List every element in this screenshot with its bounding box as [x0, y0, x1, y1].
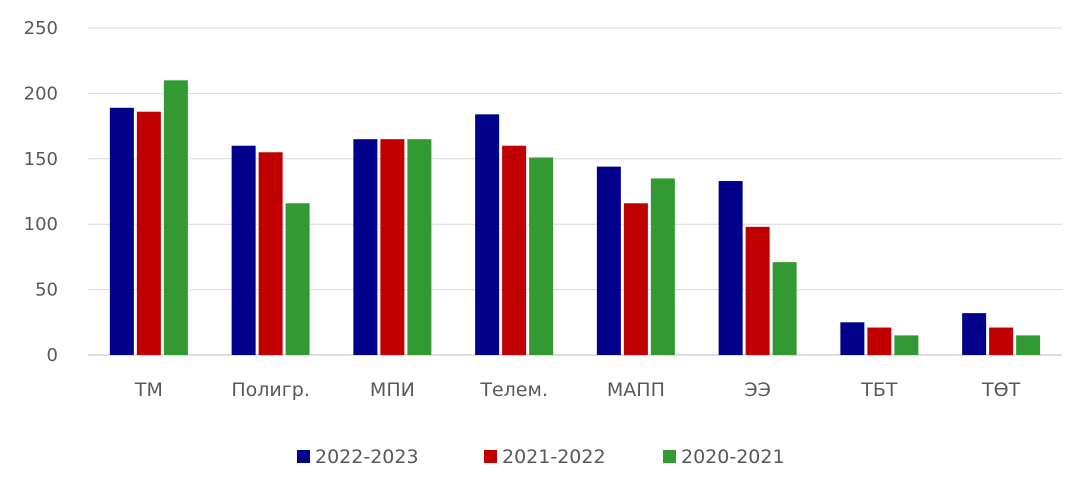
bar-2022-2023-Телем.	[475, 114, 500, 355]
bar-2021-2022-ТБТ	[867, 327, 892, 355]
legend-swatch	[297, 450, 310, 463]
y-axis: 0 50 100 150 200 250	[24, 18, 58, 366]
y-tick-label: 0	[47, 345, 58, 366]
bar-2021-2022-ТМ	[136, 111, 161, 355]
x-tick-label: ТБТ	[860, 379, 898, 401]
x-tick-label: ТМ	[134, 379, 163, 401]
bar-2021-2022-МПИ	[380, 139, 405, 355]
legend: 2022-2023 2021-2022 2020-2021	[297, 446, 785, 468]
bars	[109, 80, 1041, 356]
x-axis: ТМ Полигр. МПИ Телем. МАПП ЭЭ ТБТ ТӨТ	[134, 379, 1021, 401]
x-tick-label: ТӨТ	[981, 379, 1021, 401]
bar-2021-2022-Полигр.	[258, 152, 283, 355]
y-tick-label: 150	[24, 149, 58, 170]
x-tick-label: Телем.	[479, 379, 548, 401]
bar-2020-2021-ТБТ	[894, 335, 919, 355]
legend-label: 2022-2023	[315, 446, 419, 468]
x-tick-label: ЭЭ	[744, 379, 771, 401]
x-tick-label: МПИ	[370, 379, 415, 401]
y-tick-label: 50	[35, 280, 58, 301]
y-tick-label: 250	[24, 18, 58, 39]
bar-2020-2021-МАПП	[650, 178, 675, 355]
y-tick-label: 100	[24, 214, 58, 235]
bar-2020-2021-ТӨТ	[1016, 335, 1041, 355]
x-tick-label: МАПП	[607, 379, 665, 401]
bar-2020-2021-МПИ	[407, 139, 432, 355]
legend-label: 2021-2022	[502, 446, 606, 468]
x-tick-label: Полигр.	[231, 379, 310, 401]
bar-2021-2022-ЭЭ	[745, 226, 770, 355]
bar-2022-2023-ТӨТ	[962, 313, 987, 355]
bar-2022-2023-ТБТ	[840, 322, 865, 355]
bar-2022-2023-МАПП	[596, 166, 621, 355]
y-tick-label: 200	[24, 83, 58, 104]
bar-2022-2023-Полигр.	[231, 145, 256, 355]
legend-label: 2020-2021	[681, 446, 785, 468]
bar-2020-2021-ЭЭ	[772, 262, 797, 355]
bar-2020-2021-Полигр.	[285, 203, 310, 355]
bar-2022-2023-ТМ	[109, 107, 134, 356]
bar-2021-2022-ТӨТ	[989, 327, 1014, 355]
bar-2020-2021-Телем.	[529, 157, 554, 355]
bar-2022-2023-МПИ	[353, 139, 378, 355]
legend-swatch	[484, 450, 497, 463]
bar-2020-2021-ТМ	[163, 80, 188, 355]
bar-2021-2022-МАПП	[623, 203, 648, 355]
legend-swatch	[663, 450, 676, 463]
bar-2022-2023-ЭЭ	[718, 181, 743, 355]
bar-2021-2022-Телем.	[502, 145, 527, 355]
